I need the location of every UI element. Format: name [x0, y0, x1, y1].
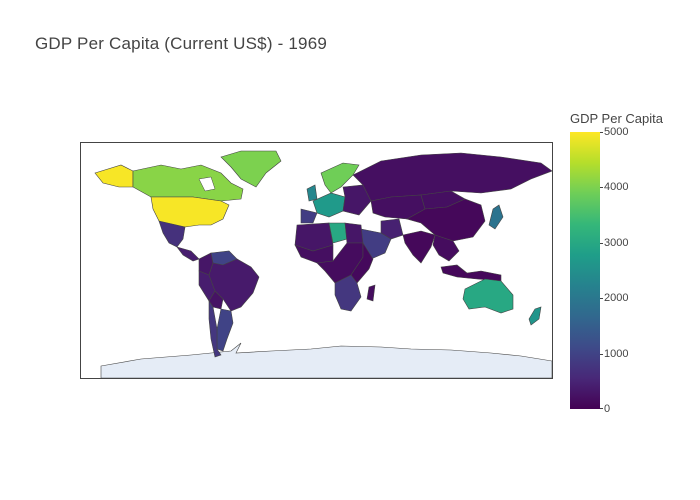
region-egypt[interactable]: [344, 222, 364, 244]
region-indonesia[interactable]: [440, 264, 502, 282]
region-canada[interactable]: [132, 164, 244, 202]
colorbar-tick-label: 0: [604, 403, 611, 415]
region-new-zealand[interactable]: [528, 306, 542, 326]
region-australia[interactable]: [462, 278, 514, 314]
region-southeast-asia[interactable]: [432, 234, 460, 262]
region-southern-africa[interactable]: [334, 274, 362, 312]
world-map[interactable]: [81, 143, 552, 378]
region-madagascar[interactable]: [366, 284, 376, 302]
region-argentina[interactable]: [216, 308, 234, 352]
colorbar-tick-mark: [600, 187, 603, 189]
colorbar-tick-mark: [600, 353, 603, 355]
colorbar-tick-mark: [600, 298, 603, 300]
colorbar-tick-label: 3000: [604, 236, 629, 249]
region-scandinavia[interactable]: [320, 162, 360, 194]
colorbar-tick-mark: [600, 242, 603, 244]
region-western-europe[interactable]: [312, 192, 346, 218]
region-iran[interactable]: [380, 218, 404, 240]
region-central-america[interactable]: [176, 246, 200, 262]
colorbar-tick-label: 2000: [604, 292, 629, 305]
region-antarctica[interactable]: [100, 342, 552, 378]
region-uk[interactable]: [306, 184, 318, 202]
region-china[interactable]: [406, 198, 486, 242]
colorbar-tick-label: 5000: [604, 126, 629, 138]
colorbar-tick-label: 1000: [604, 347, 629, 360]
region-united-states[interactable]: [150, 196, 230, 228]
region-brazil[interactable]: [208, 258, 260, 312]
region-chile[interactable]: [208, 300, 222, 358]
region-alaska[interactable]: [94, 164, 134, 188]
region-bolivia[interactable]: [208, 290, 224, 310]
colorbar-tick-mark: [600, 408, 603, 409]
colorbar-ticks: 0 1000 2000 3000 4000 5000: [600, 126, 660, 415]
region-india[interactable]: [402, 230, 436, 264]
colorbar-title: GDP Per Capita: [570, 111, 663, 126]
hudson-bay: [198, 176, 216, 192]
region-japan[interactable]: [488, 204, 504, 230]
region-greenland[interactable]: [220, 150, 282, 188]
colorbar: [570, 132, 600, 409]
map-plot-area[interactable]: [80, 142, 553, 379]
colorbar-tick-label: 4000: [604, 181, 629, 194]
colorbar-tick-mark: [600, 132, 603, 133]
region-iberia[interactable]: [300, 208, 318, 224]
chart-title: GDP Per Capita (Current US$) - 1969: [35, 34, 328, 53]
